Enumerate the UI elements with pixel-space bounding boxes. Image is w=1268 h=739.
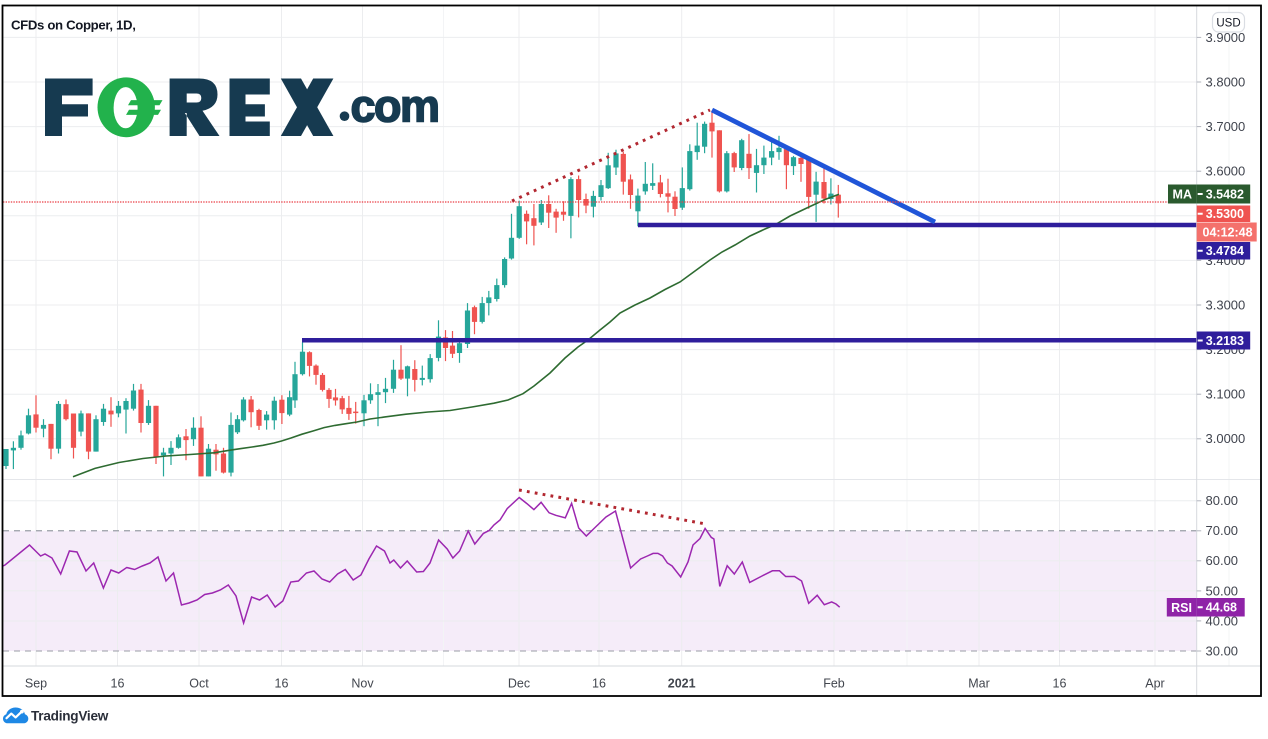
svg-text:16: 16 [275,677,289,691]
svg-text:04:12:48: 04:12:48 [1203,225,1253,239]
svg-text:com: com [351,81,439,132]
svg-text:MA: MA [1173,188,1192,202]
svg-text:16: 16 [111,677,125,691]
svg-text:Mar: Mar [968,677,990,691]
svg-text:50.00: 50.00 [1206,583,1239,598]
svg-text:80.00: 80.00 [1206,493,1239,508]
svg-text:CFDs on Copper, 1D,: CFDs on Copper, 1D, [11,18,136,33]
svg-text:RSI: RSI [1171,601,1192,615]
svg-text:Sep: Sep [25,677,47,691]
svg-text:3.4784: 3.4784 [1206,244,1244,258]
svg-text:3.3000: 3.3000 [1206,297,1246,312]
svg-text:Dec: Dec [508,677,530,691]
svg-text:3.7000: 3.7000 [1206,119,1246,134]
svg-text:3.0000: 3.0000 [1206,431,1246,446]
svg-text:3.6000: 3.6000 [1206,164,1246,179]
svg-text:Oct: Oct [189,677,209,691]
svg-text:Nov: Nov [351,677,374,691]
svg-text:USD: USD [1216,18,1240,30]
svg-text:2021: 2021 [668,677,696,691]
svg-text:3.2183: 3.2183 [1206,334,1244,348]
svg-text:3.5300: 3.5300 [1206,207,1244,221]
svg-text:40.00: 40.00 [1206,613,1239,628]
svg-text:TradingView: TradingView [31,709,109,724]
svg-text:3.5482: 3.5482 [1206,187,1244,201]
svg-text:3.9000: 3.9000 [1206,30,1246,45]
svg-text:3.8000: 3.8000 [1206,74,1246,89]
svg-text:16: 16 [592,677,606,691]
svg-text:Feb: Feb [823,677,845,691]
svg-text:30.00: 30.00 [1206,643,1239,658]
svg-text:60.00: 60.00 [1206,553,1239,568]
svg-text:Apr: Apr [1145,677,1164,691]
svg-text:16: 16 [1053,677,1067,691]
svg-text:70.00: 70.00 [1206,523,1239,538]
svg-text:44.68: 44.68 [1206,601,1237,615]
svg-text:3.1000: 3.1000 [1206,387,1246,402]
